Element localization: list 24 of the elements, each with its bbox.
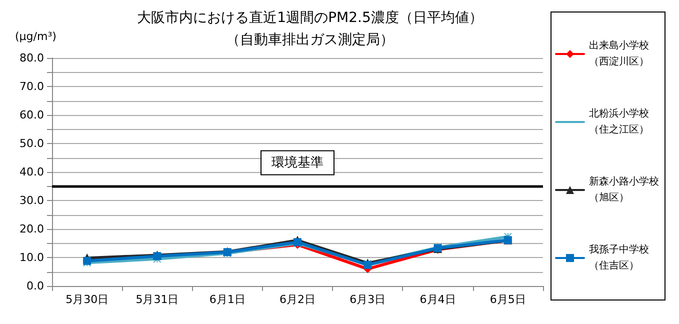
y-tick-label: 80.0 (20, 52, 44, 64)
y-tick-label: 60.0 (20, 108, 44, 122)
y-axis-title: (μg/m³) (15, 30, 56, 43)
y-tick-label: 30.0 (20, 194, 44, 207)
x-tick-label: 6月4日 (420, 293, 456, 306)
x-tick-label: 6月3日 (350, 293, 386, 306)
legend-label: 出来島小学校（西淀川区） (589, 40, 649, 68)
y-tick-label: 20.0 (20, 222, 44, 236)
chart-subtitle: （自動車排出ガス測定局） (226, 32, 394, 48)
y-tick-label: 10.0 (20, 251, 44, 264)
y-tick-label: 40.0 (20, 166, 44, 178)
legend-label: 新森小路小学校（旭区） (589, 176, 659, 204)
y-tick-label: 0.0 (26, 280, 44, 292)
legend-label: 我孫子中学校（住吉区） (589, 244, 649, 272)
y-tick-label: 70.0 (20, 80, 44, 93)
x-tick-label: 6月1日 (209, 293, 246, 306)
x-tick-label: 6月2日 (280, 293, 316, 306)
x-tick-label: 6月5日 (490, 293, 526, 306)
legend-label: 北粉浜小学校（住之江区） (589, 108, 649, 136)
chart-title: 大阪市内における直近1週間のPM2.5濃度（日平均値） (137, 10, 483, 26)
x-tick-label: 5月31日 (136, 293, 179, 306)
x-tick-label: 5月30日 (66, 293, 109, 306)
ref-line-label: 環境基準 (272, 154, 324, 170)
y-tick-label: 50.0 (20, 137, 44, 150)
